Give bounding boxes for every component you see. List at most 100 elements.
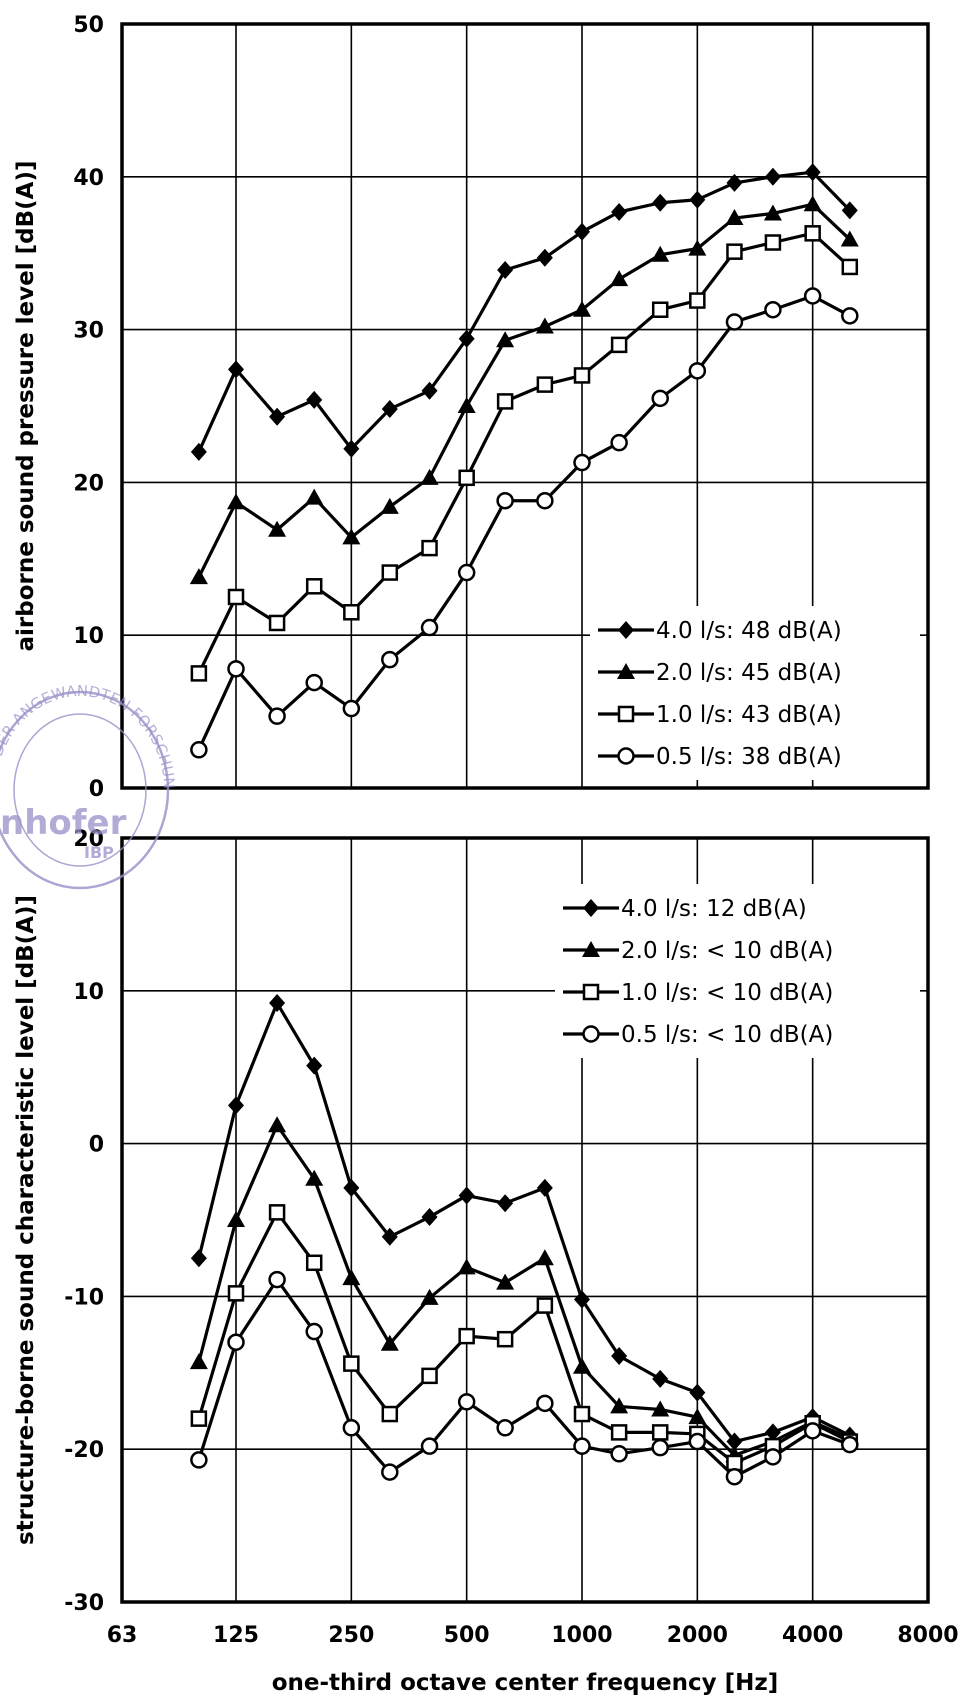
- y-tick-label: 20: [73, 471, 104, 496]
- data-point: [305, 488, 324, 505]
- data-point: [804, 225, 821, 242]
- data-point: [688, 1408, 707, 1425]
- data-point: [496, 1330, 514, 1348]
- data-point: [190, 1249, 207, 1268]
- structure-borne-sound-panel: -30 -20 -10 0 10 20 structure-borne sound char…: [13, 827, 930, 1616]
- data-point: [689, 292, 706, 309]
- legend-entry: 1.0 l/s: 43 dB(A): [656, 702, 842, 728]
- legend-marker: [582, 941, 600, 957]
- data-point: [190, 1410, 208, 1427]
- data-point: [536, 376, 554, 393]
- data-point: [227, 1333, 245, 1351]
- legend-marker: [617, 747, 635, 765]
- data-point: [725, 313, 744, 331]
- data-point: [536, 1394, 554, 1413]
- data-point: [688, 362, 707, 380]
- data-point: [190, 665, 208, 682]
- data-point: [764, 167, 781, 186]
- data-point: [342, 1419, 361, 1437]
- data-point: [726, 243, 743, 260]
- data-point: [189, 1353, 208, 1370]
- data-point: [536, 1178, 553, 1197]
- series-2: [190, 225, 859, 682]
- data-point: [764, 1423, 781, 1442]
- data-point: [305, 673, 323, 692]
- data-point: [457, 563, 476, 582]
- data-point: [688, 1432, 707, 1451]
- legend: 4.0 l/s: 12 dB(A) 2.0 l/s: < 10 dB(A) 1.0 …: [555, 884, 920, 1058]
- data-point: [841, 307, 859, 325]
- data-point: [189, 568, 208, 585]
- legend-entry: 2.0 l/s: < 10 dB(A): [621, 938, 833, 964]
- data-point: [227, 1211, 246, 1227]
- data-point: [457, 1393, 476, 1411]
- data-point: [536, 1297, 554, 1314]
- data-point: [458, 329, 475, 348]
- data-point: [651, 389, 669, 408]
- y-tick-label: -20: [64, 1438, 104, 1463]
- data-point: [227, 493, 246, 510]
- data-point: [651, 245, 670, 262]
- data-point: [228, 1096, 245, 1115]
- data-point: [689, 1383, 706, 1402]
- data-point: [420, 618, 439, 637]
- data-point: [190, 741, 208, 759]
- data-point: [726, 1432, 743, 1451]
- data-point: [227, 1285, 245, 1302]
- legend-entry: 4.0 l/s: 48 dB(A): [656, 618, 842, 644]
- data-point: [611, 1346, 628, 1365]
- data-point: [841, 1435, 859, 1454]
- data-point: [342, 1269, 361, 1286]
- data-point: [343, 604, 360, 621]
- y-tick-label: 0: [89, 777, 104, 802]
- data-point: [305, 1322, 323, 1341]
- data-point: [610, 270, 629, 287]
- series-2: [190, 1204, 859, 1472]
- plot-frame: [120, 836, 930, 1604]
- data-point: [268, 707, 286, 725]
- data-point: [457, 1258, 476, 1275]
- y-tick-label: 30: [73, 319, 104, 344]
- series-line: [197, 170, 851, 453]
- legend-marker: [618, 621, 634, 639]
- legend: 4.0 l/s: 48 dB(A) 2.0 l/s: 45 dB(A) 1.0 l/…: [590, 606, 920, 780]
- airborne-sound-panel: 0 10 20 30 40 50 airborne sound pressure level…: [13, 13, 930, 802]
- data-point: [306, 390, 323, 409]
- data-point: [306, 1056, 323, 1075]
- data-point: [496, 491, 514, 510]
- legend-marker: [582, 1025, 600, 1043]
- data-point: [268, 1204, 286, 1221]
- data-point: [343, 439, 360, 458]
- data-point: [536, 491, 554, 510]
- data-point: [573, 367, 591, 384]
- shared-x-axis: 63 125 250 500 1000 2000 4000 8000 one-third oct…: [107, 1623, 959, 1696]
- data-point: [610, 1445, 628, 1463]
- data-point: [573, 1405, 591, 1423]
- y-axis-title: structure-borne sound characteristic lev…: [13, 895, 39, 1545]
- data-point: [421, 381, 438, 400]
- data-point: [535, 1249, 554, 1266]
- data-point: [457, 397, 476, 413]
- data-point: [227, 588, 245, 606]
- y-tick-label: 0: [89, 1133, 104, 1158]
- data-point: [269, 407, 286, 426]
- data-point: [342, 699, 361, 718]
- data-point: [496, 1419, 514, 1437]
- series-line: [197, 1210, 851, 1465]
- data-point: [803, 195, 822, 212]
- y-tick-label: 50: [73, 13, 104, 38]
- legend-background: [555, 884, 920, 1058]
- data-point: [841, 258, 859, 276]
- data-point: [651, 1424, 669, 1441]
- x-tick-label: 2000: [667, 1623, 728, 1648]
- data-point: [420, 1437, 439, 1455]
- data-point: [610, 1397, 629, 1414]
- data-point: [381, 650, 399, 669]
- data-point: [380, 1334, 399, 1351]
- data-point: [305, 578, 323, 595]
- x-tick-label: 8000: [897, 1623, 958, 1648]
- data-point: [380, 497, 399, 514]
- y-axis-title: airborne sound pressure level [dB(A)]: [13, 161, 39, 652]
- data-point: [268, 1116, 287, 1133]
